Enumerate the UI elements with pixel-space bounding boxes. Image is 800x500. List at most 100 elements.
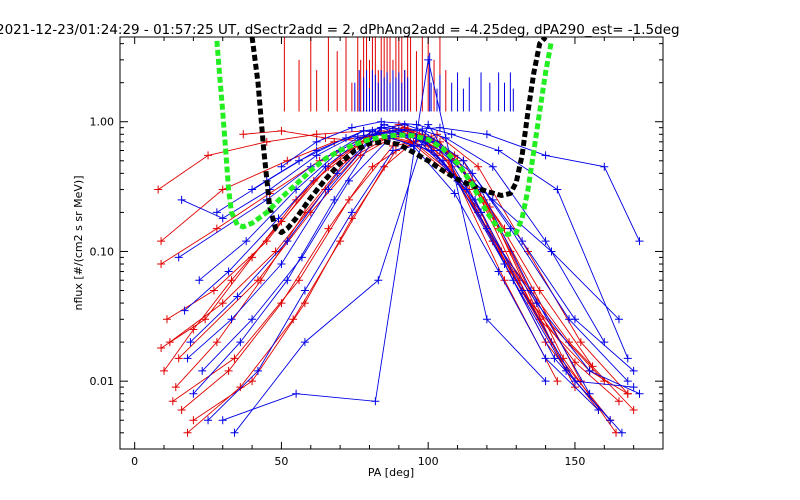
blue-data-point	[488, 162, 497, 171]
red-data-point	[300, 299, 309, 308]
red-data-point	[570, 358, 579, 367]
blue-data-point	[553, 185, 562, 194]
red-series-line	[187, 133, 617, 434]
blue-data-point	[617, 428, 626, 437]
blue-data-point	[614, 315, 623, 324]
blue-data-point	[174, 253, 183, 262]
blue-data-point	[204, 416, 213, 425]
red-data-point	[277, 126, 286, 135]
blue-data-point	[518, 286, 527, 295]
blue-data-point	[333, 169, 342, 178]
blue-data-point	[218, 214, 227, 223]
red-data-point	[248, 377, 257, 386]
blue-data-point	[424, 120, 433, 129]
blue-data-point	[300, 338, 309, 347]
red-data-point	[588, 362, 597, 371]
red-data-point	[289, 315, 298, 324]
blue-data-point	[388, 146, 397, 155]
y-axis-label: nflux [#/(cm2 s sr MeV)]	[72, 176, 85, 311]
blue-data-point	[594, 405, 603, 414]
blue-data-point	[274, 214, 283, 223]
blue-data-point	[482, 130, 491, 139]
blue-series-line	[251, 127, 640, 242]
blue-data-point	[570, 377, 579, 386]
red-data-point	[312, 130, 321, 139]
blue-data-point	[233, 292, 242, 301]
chart-title: 2021-12-23/01:24:29 - 01:57:25 UT, dSect…	[0, 22, 680, 38]
blue-data-point	[435, 123, 444, 132]
blue-data-point	[344, 176, 353, 185]
blue-data-point	[450, 189, 459, 198]
blue-data-point	[359, 126, 368, 135]
red-data-point	[253, 276, 262, 285]
blue-data-point	[353, 133, 362, 142]
red-data-point	[239, 130, 248, 139]
blue-data-point	[629, 383, 638, 392]
red-data-point	[623, 389, 632, 398]
blue-series-line	[198, 124, 634, 372]
blue-data-point	[277, 260, 286, 269]
red-series-line	[193, 133, 629, 421]
red-data-point	[218, 299, 227, 308]
blue-data-point	[183, 354, 192, 363]
blue-data-point	[227, 315, 236, 324]
blue-series-line	[190, 127, 629, 382]
blue-data-point	[195, 276, 204, 285]
blue-data-point	[585, 389, 594, 398]
y-tick-label: 0.01	[90, 375, 115, 388]
x-tick-label: 0	[131, 455, 138, 468]
blue-data-point	[230, 428, 239, 437]
red-data-point	[212, 338, 221, 347]
blue-data-point	[541, 354, 550, 363]
blue-series-line	[181, 130, 640, 395]
red-data-point	[218, 185, 227, 194]
blue-data-point	[518, 237, 527, 246]
blue-data-point	[629, 366, 638, 375]
blue-data-point	[600, 338, 609, 347]
red-data-point	[157, 237, 166, 246]
black-model-curve	[249, 37, 548, 235]
red-data-point	[168, 397, 177, 406]
blue-data-point	[541, 237, 550, 246]
red-data-point	[230, 354, 239, 363]
blue-data-point	[253, 366, 262, 375]
red-data-point	[277, 299, 286, 308]
red-data-point	[212, 224, 221, 233]
blue-data-point	[300, 286, 309, 295]
blue-data-point	[494, 267, 503, 276]
blue-data-point	[494, 146, 503, 155]
blue-data-point	[297, 253, 306, 262]
blue-data-point	[236, 338, 245, 347]
axis-ticks: 0 50 100 150 0.01 0.10 1.00	[90, 37, 663, 468]
red-data-point	[227, 276, 236, 285]
blue-data-point	[482, 315, 491, 324]
blue-data-point	[218, 416, 227, 425]
blue-data-point	[374, 276, 383, 285]
blue-data-point	[277, 162, 286, 171]
blue-data-point	[212, 208, 221, 217]
red-data-point	[174, 354, 183, 363]
y-tick-label: 1.00	[90, 116, 115, 129]
plot-frame	[119, 36, 664, 450]
blue-data-point	[565, 315, 574, 324]
red-data-point	[189, 416, 198, 425]
blue-data-point	[459, 156, 468, 165]
red-data-point	[171, 383, 180, 392]
blue-data-point	[347, 123, 356, 132]
x-tick-label: 100	[418, 455, 439, 468]
blue-data-point	[427, 146, 436, 155]
blue-data-point	[312, 146, 321, 155]
red-data-point	[547, 338, 556, 347]
blue-data-point	[312, 137, 321, 146]
red-data-point	[629, 405, 638, 414]
blue-data-point	[526, 286, 535, 295]
blue-series-line	[222, 59, 546, 421]
blue-series-line	[201, 137, 634, 388]
blue-data-point	[541, 377, 550, 386]
blue-data-point	[186, 338, 195, 347]
red-data-point	[576, 338, 585, 347]
red-data-point	[204, 151, 213, 160]
blue-data-point	[321, 162, 330, 171]
